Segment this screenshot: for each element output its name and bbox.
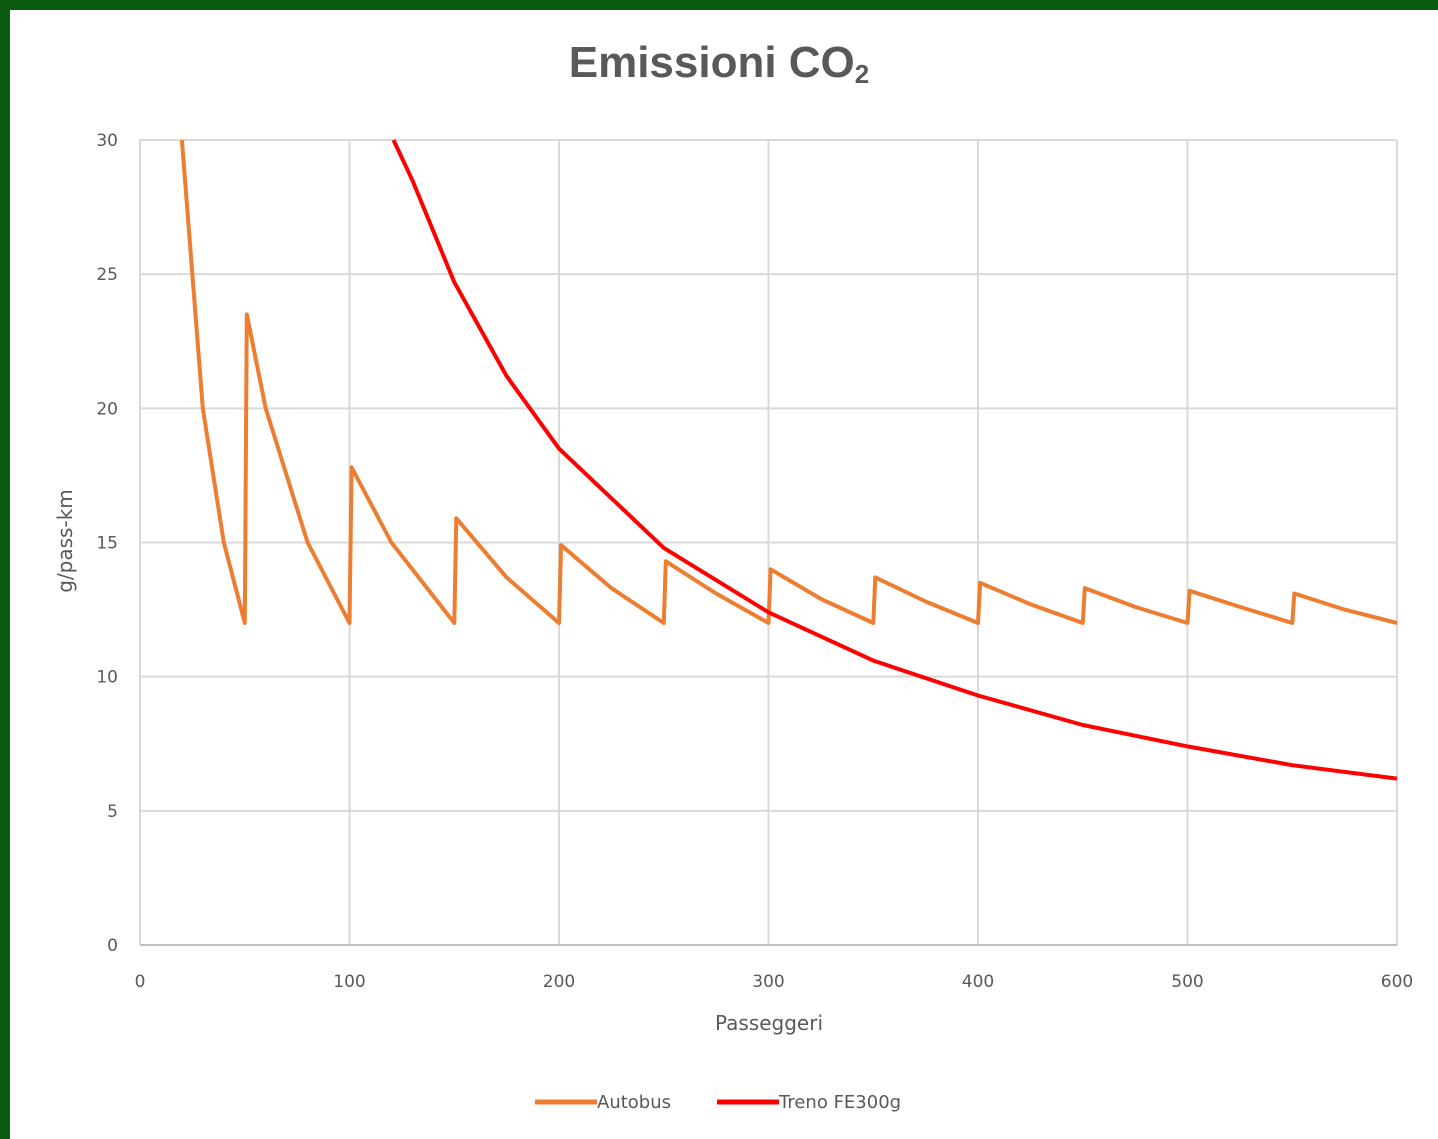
legend: Autobus Treno FE300g [535, 1092, 901, 1113]
y-tick-label: 0 [107, 936, 118, 956]
x-tick-label: 400 [962, 972, 994, 992]
y-tick-label: 20 [96, 399, 118, 419]
chart-title: Emissioni CO2 [0, 38, 1438, 90]
grid-lines [139, 139, 1398, 945]
x-axis-label: Passeggeri [715, 1011, 823, 1035]
y-axis-label: g/pass-km [53, 489, 77, 593]
chart-title-text: Emissioni CO [568, 38, 855, 87]
chart-title-subscript: 2 [854, 59, 870, 89]
series-lines [179, 139, 1398, 781]
legend-item: Treno FE300g [717, 1092, 901, 1113]
chart-frame [10, 10, 1438, 1139]
legend-item: Autobus [535, 1092, 671, 1113]
legend-label: Treno FE300g [778, 1092, 901, 1113]
x-tick-label: 100 [333, 972, 365, 992]
x-tick-label: 500 [1171, 972, 1203, 992]
y-tick-label: 30 [96, 131, 118, 151]
series-line-treno [391, 139, 1398, 781]
x-tick-label: 600 [1381, 972, 1413, 992]
y-tick-label: 25 [96, 265, 118, 285]
series-line-autobus [179, 139, 1398, 625]
y-tick-label: 15 [96, 534, 118, 554]
x-axis-ticks: 0 100 200 300 400 500 600 [135, 972, 1414, 992]
x-tick-label: 300 [752, 972, 784, 992]
x-tick-label: 200 [543, 972, 575, 992]
y-tick-label: 10 [96, 668, 118, 688]
y-axis-ticks: 0 5 10 15 20 25 30 [96, 131, 118, 956]
legend-label: Autobus [597, 1092, 671, 1113]
x-tick-label: 0 [135, 972, 146, 992]
y-tick-label: 5 [107, 802, 118, 822]
